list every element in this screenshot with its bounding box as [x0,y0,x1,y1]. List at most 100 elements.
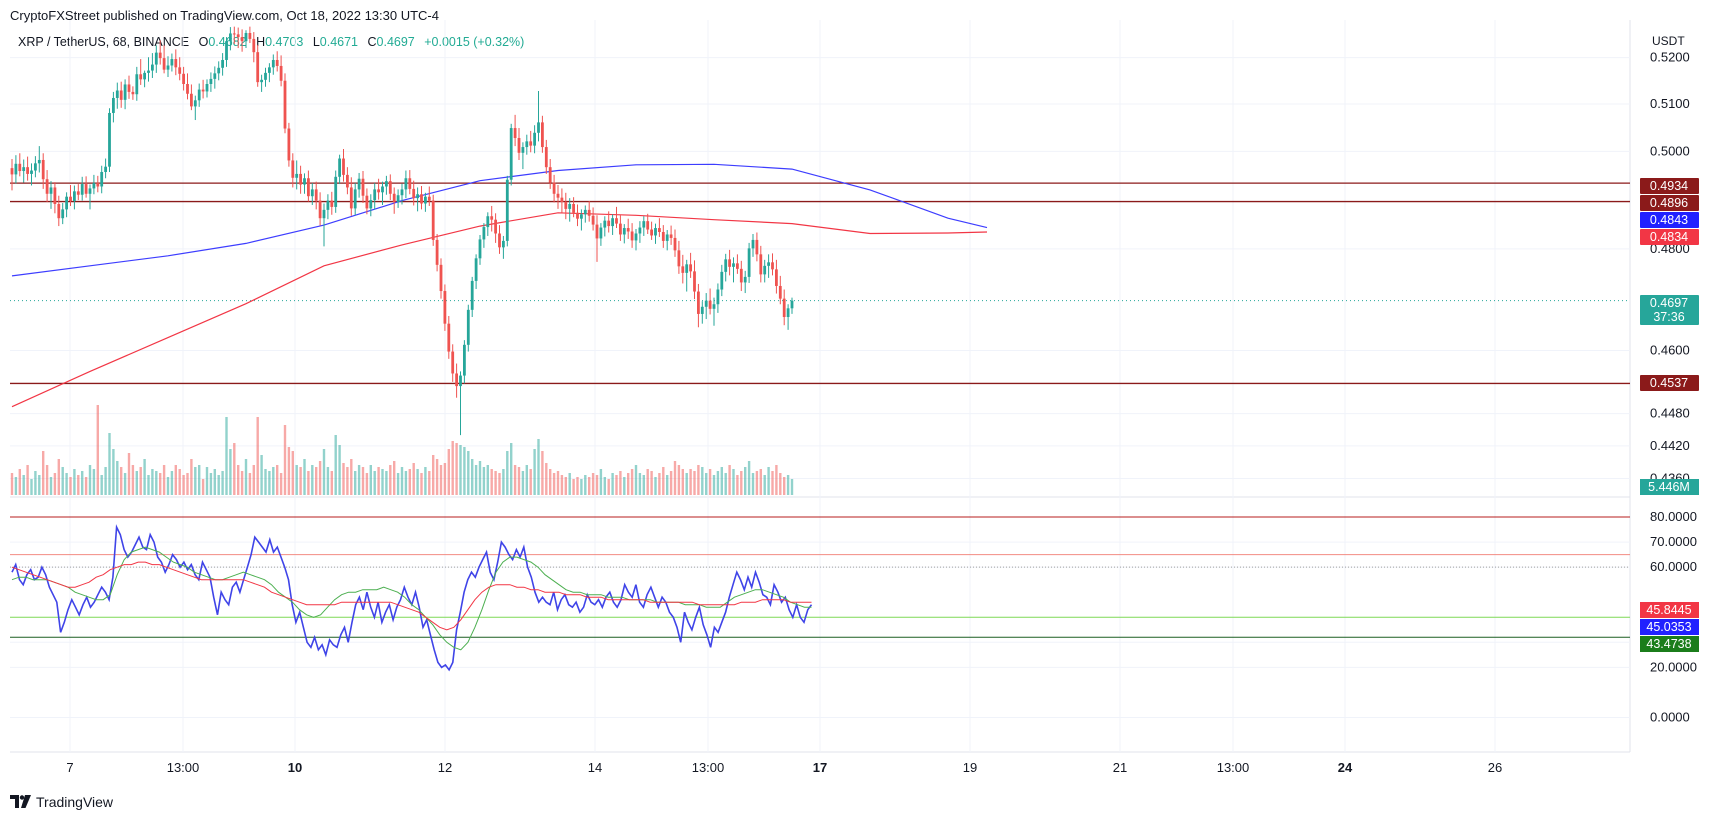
volume-bar [412,463,415,495]
volume-bar [350,459,353,495]
volume-bar [681,469,684,495]
candle-body [115,90,119,98]
candle-body [217,67,221,74]
volume-bar [755,471,759,495]
candle-body [154,52,158,65]
volume-bar [322,449,326,495]
volume-bar [646,469,649,495]
candle-body [439,264,443,292]
candle-body [264,72,267,80]
price-chart[interactable]: 0.52000.51000.50000.48000.46000.44800.44… [0,0,1729,790]
volume-bar [771,471,774,495]
volume-bar [194,467,197,495]
currency-label[interactable]: USDT [1652,34,1685,48]
horizontal-levels[interactable] [10,182,1630,385]
candle-body [739,268,743,283]
candle-body [37,159,41,164]
tradingview-footer[interactable]: TradingView [10,794,113,810]
volume-bar [217,475,220,495]
rsi-series-line [11,546,812,651]
volume-bar [615,475,618,495]
time-tick-label: 14 [588,760,602,775]
candle-body [431,200,435,240]
volume-bar [373,471,376,495]
candle-body [650,229,653,236]
candle-body [630,231,634,241]
volume-bar [556,471,560,495]
grid-lines [10,20,1631,753]
candle-body [720,271,724,290]
candle-body [544,147,548,168]
volume-bar [533,449,536,495]
volume-bar [279,473,283,495]
candle-body [537,122,540,133]
volume-bar [81,471,84,495]
candle-body [209,78,213,84]
candle-body [435,239,439,265]
volume-bar [471,459,474,495]
volume-bar [662,467,665,495]
volume-bar [131,465,135,495]
candle-body [755,239,759,255]
candle-body [260,79,263,83]
moving-average-line [11,212,988,408]
volume-bar [287,447,291,495]
candle-body [127,84,131,92]
candle-body [494,219,497,234]
volume-bar [439,465,443,495]
volume-bar [693,471,696,495]
volume-bar [248,473,252,495]
volume-bar [736,475,739,495]
volume-bar [627,473,630,495]
volume-bar [638,473,642,495]
candle-body [170,59,174,66]
candle-body [673,237,677,251]
volume-bar [595,475,599,495]
volume-bar [108,433,111,495]
price-tag [1640,212,1699,228]
volume-bar [474,465,478,495]
volume-bar [502,469,505,495]
candle-body [646,221,650,230]
candle-body [615,218,618,224]
candle-body [408,178,412,189]
candle-body [466,309,470,345]
volume-bar [393,461,396,495]
rsi-value-tag-label: 45.0353 [1646,620,1691,634]
candle-body [548,167,552,183]
volume-bar [361,467,365,495]
candle-body [178,67,182,74]
time-tick-label: 12 [438,760,452,775]
candle-body [599,227,603,239]
rsi-tick-label: 80.0000 [1650,509,1697,524]
volume-bar [381,469,384,495]
volume-bar [728,465,731,495]
candle-body [240,37,244,42]
candle-body [248,32,252,39]
candle-body [123,84,127,100]
volume-bar [459,445,462,495]
volume-bar [576,477,579,495]
candle-body [30,170,33,174]
candle-body [151,64,154,71]
candle-body [10,168,14,175]
candle-body [552,182,556,194]
volume-bar [127,453,131,495]
candle-body [225,41,228,60]
volume-bar [315,467,318,495]
volume-bar [400,467,404,495]
volume-bar [229,449,232,495]
candle-body [303,178,306,185]
symbol-name[interactable]: XRP / TetherUS, 68, BINANCE [18,35,190,49]
volume-bar [654,477,657,495]
rsi-tick-label: 0.0000 [1650,709,1690,724]
volume-bar [233,443,236,495]
volume-bar [705,473,708,495]
candle-body [357,178,361,190]
time-axis[interactable]: 7 13:00 10 12 14 13:00 17 19 21 13:00 24 26 [66,760,1502,775]
volume-bar [486,465,489,495]
volume-bar [623,477,626,495]
volume-bar [69,477,72,495]
high-label: H [256,35,266,49]
